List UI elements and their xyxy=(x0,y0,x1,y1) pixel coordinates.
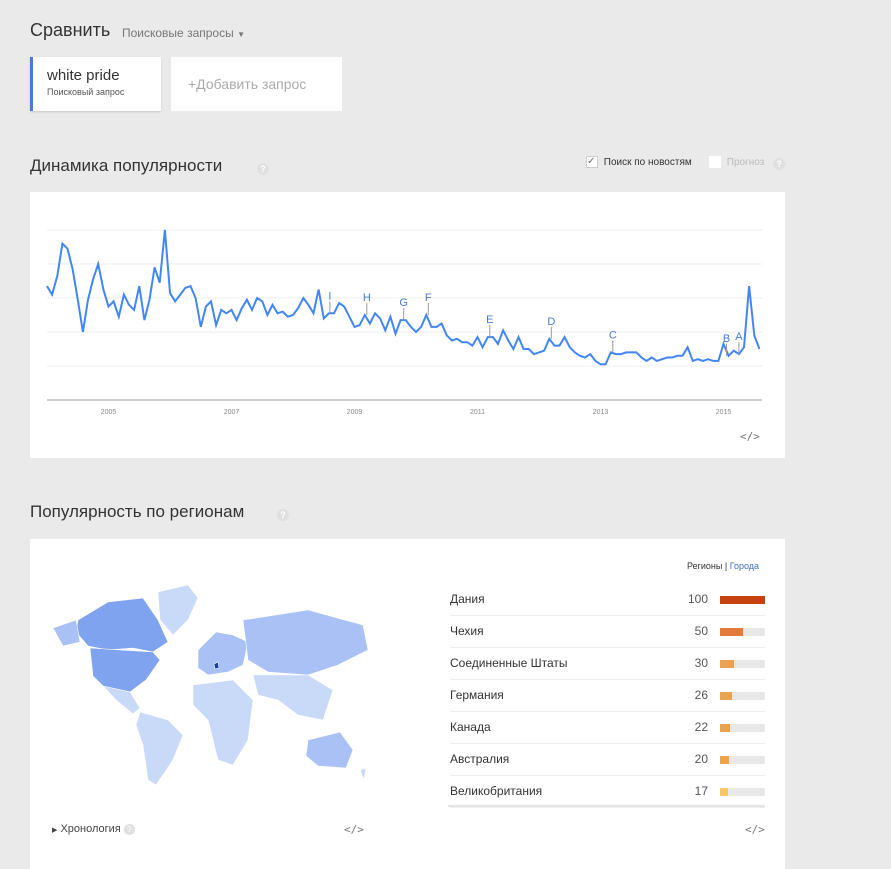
region-name: Канада xyxy=(450,720,491,734)
x-tick-label: 2013 xyxy=(593,409,609,416)
world-map[interactable] xyxy=(48,580,373,795)
map-alaska xyxy=(52,619,81,647)
timeline-label: Хронология xyxy=(60,823,121,835)
map-asia-south xyxy=(252,674,334,721)
annotation-label: I xyxy=(328,290,331,302)
map-africa xyxy=(192,679,254,766)
term-type: Поисковый запрос xyxy=(47,87,125,97)
region-row[interactable]: Германия 26 xyxy=(450,680,765,712)
regions-card xyxy=(30,539,785,869)
map-europe xyxy=(197,631,249,676)
checkbox-checked-icon: ✓ xyxy=(586,156,598,168)
add-term-button[interactable]: +Добавить запрос xyxy=(171,57,342,111)
trend-chart[interactable]: 2005 2007 2009 2011 2013 2015 I H G F E D C B A xyxy=(30,192,785,458)
annotation-label: A xyxy=(735,331,743,343)
region-bar xyxy=(720,788,728,796)
region-value: 22 xyxy=(694,720,708,734)
term-label: white pride xyxy=(47,67,120,84)
region-name: Дания xyxy=(450,592,485,606)
region-row[interactable]: Австралия 20 xyxy=(450,744,765,776)
annotation-label: F xyxy=(425,292,432,304)
region-name: Германия xyxy=(450,688,504,702)
map-australia xyxy=(305,731,354,769)
caret-down-icon: ▼ xyxy=(237,30,245,39)
news-label: Поиск по новостям xyxy=(603,156,692,168)
news-checkbox[interactable]: ✓ Поиск по новостям xyxy=(586,156,692,168)
compare-type-dropdown[interactable]: Поисковые запросы ▼ xyxy=(122,26,245,40)
region-bar-track xyxy=(720,756,765,764)
region-bar-track xyxy=(720,596,765,604)
trend-title: Динамика популярности xyxy=(30,156,223,175)
region-name: Чехия xyxy=(450,624,484,638)
search-term-card[interactable]: white pride Поисковый запрос xyxy=(30,57,161,111)
map-usa xyxy=(89,647,161,693)
list-embed-icon[interactable]: </> xyxy=(745,823,765,836)
map-denmark xyxy=(213,661,220,670)
page-title: Сравнить xyxy=(30,20,111,40)
x-tick-label: 2005 xyxy=(101,409,117,416)
region-row[interactable]: Чехия 50 xyxy=(450,616,765,648)
region-bar xyxy=(720,724,730,732)
region-value: 50 xyxy=(694,624,708,638)
annotation-label: G xyxy=(399,297,408,309)
map-greenland xyxy=(157,584,199,636)
region-bar xyxy=(720,692,732,700)
forecast-checkbox[interactable]: Прогноз xyxy=(709,156,764,168)
annotation-label: C xyxy=(609,329,617,341)
regions-tab[interactable]: Регионы xyxy=(687,561,723,571)
trend-chart-card: 2005 2007 2009 2011 2013 2015 I H G F E D C B A </> xyxy=(30,192,785,458)
annotation-label: H xyxy=(363,292,371,304)
annotation-label: E xyxy=(486,314,493,326)
trend-line xyxy=(46,229,761,366)
region-value: 17 xyxy=(694,784,708,798)
triangle-right-icon: ▶ xyxy=(52,827,58,834)
map-nz xyxy=(359,767,367,782)
x-tick-label: 2011 xyxy=(470,409,485,416)
region-value: 30 xyxy=(694,656,708,670)
region-row[interactable]: Великобритания 17 xyxy=(450,776,765,808)
region-bar-track xyxy=(720,788,765,796)
help-icon[interactable]: ? xyxy=(257,163,269,175)
region-bar-track xyxy=(720,692,765,700)
annotation-label: B xyxy=(723,333,730,345)
region-bar xyxy=(720,660,734,668)
region-row[interactable]: Соединенные Штаты 30 xyxy=(450,648,765,680)
x-tick-label: 2009 xyxy=(347,409,363,416)
region-bar-track xyxy=(720,660,765,668)
map-south-america xyxy=(135,711,184,786)
map-canada xyxy=(75,597,169,653)
timeline-help-icon[interactable]: ? xyxy=(123,824,135,835)
regions-help-icon[interactable]: ? xyxy=(277,509,289,521)
region-row[interactable]: Дания 100 xyxy=(450,584,765,616)
region-row[interactable]: Канада 22 xyxy=(450,712,765,744)
x-tick-label: 2015 xyxy=(716,409,732,416)
divider xyxy=(448,805,765,807)
region-value: 100 xyxy=(687,592,708,606)
region-name: Соединенные Штаты xyxy=(450,656,568,670)
annotation-label: D xyxy=(547,316,555,328)
region-bar-track xyxy=(720,724,765,732)
region-toggle: Регионы | Города xyxy=(687,561,760,571)
cities-tab[interactable]: Города xyxy=(729,561,760,571)
embed-icon[interactable]: </> xyxy=(740,430,760,443)
region-bar xyxy=(720,596,765,604)
region-bar xyxy=(720,628,743,636)
dropdown-label: Поисковые запросы xyxy=(122,26,234,40)
x-tick-label: 2007 xyxy=(224,409,240,416)
region-value: 20 xyxy=(694,752,708,766)
region-name: Австралия xyxy=(450,752,510,766)
map-russia-asia xyxy=(242,609,369,676)
checkbox-icon xyxy=(709,156,721,168)
region-bar-track xyxy=(720,628,765,636)
forecast-label: Прогноз xyxy=(726,156,765,168)
region-bar xyxy=(720,756,729,764)
regions-title: Популярность по регионам xyxy=(30,502,245,521)
map-mexico-central xyxy=(102,685,141,715)
forecast-help-icon[interactable]: ? xyxy=(773,158,785,170)
region-name: Великобритания xyxy=(450,784,543,798)
timeline-toggle[interactable]: ▶ Хронология ? xyxy=(52,823,135,835)
region-value: 26 xyxy=(694,688,708,702)
map-embed-icon[interactable]: </> xyxy=(344,823,364,836)
